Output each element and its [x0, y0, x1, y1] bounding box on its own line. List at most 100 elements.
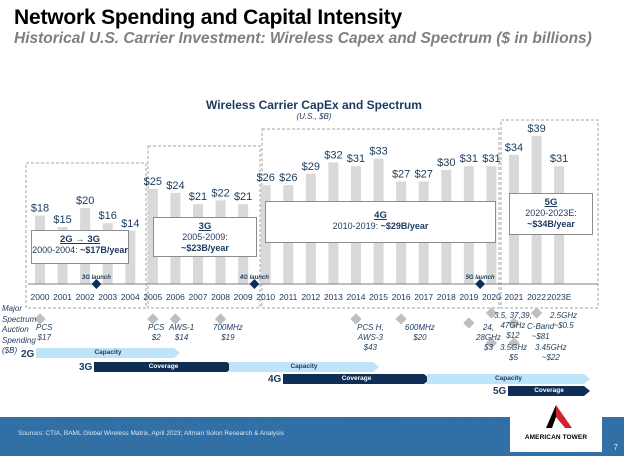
- auction-line: $12: [506, 331, 520, 340]
- year-tick-label: 2023E: [547, 292, 572, 302]
- era-period: 2005-2009:: [182, 232, 228, 242]
- era-box-2g-3g: 2G → 3G 2000-2004: ~$17B/year: [31, 230, 129, 264]
- auction-line: $2: [151, 333, 161, 342]
- auction-3-5-37-39-47ghz: 3.5, 37,39, 47GHz $12: [494, 311, 532, 341]
- bar-value-label: $27: [415, 168, 433, 180]
- auction-line: 47GHz: [500, 321, 526, 330]
- era-box-3g: 3G 2005-2009: ~$23B/year: [153, 217, 257, 257]
- year-tick-label: 2021: [505, 292, 524, 302]
- auction-aws-1: AWS-1 $14: [169, 323, 194, 343]
- page-title: Network Spending and Capital Intensity: [14, 6, 402, 29]
- auction-line: PCS: [36, 323, 53, 332]
- auction-3-5ghz: 3.5GHz $5: [500, 343, 527, 363]
- page-number: 7: [613, 443, 618, 452]
- side-label-line: Auction: [2, 325, 29, 334]
- year-tick-label: 2018: [437, 292, 456, 302]
- year-tick-label: 2016: [392, 292, 411, 302]
- auction-line: $3: [484, 343, 493, 352]
- bar-value-label: $15: [53, 214, 71, 226]
- bar-value-label: $16: [99, 210, 117, 222]
- auction-diamond-marker: [169, 313, 182, 325]
- auction-line: ~$22: [541, 353, 560, 362]
- launch-label: 4G launch: [239, 275, 269, 281]
- auction-c-band: C-Band ~$81: [527, 322, 554, 342]
- chart-subtitle: (U.S., $B): [296, 112, 332, 121]
- year-tick-label: 2003: [98, 292, 117, 302]
- era-average: ~$17B/year: [80, 245, 128, 255]
- auction-diamond-marker: [508, 317, 520, 329]
- auction-pcs-2005: PCS $2: [148, 323, 164, 343]
- bar-value-label: $33: [369, 146, 387, 158]
- year-tick-label: 2011: [279, 292, 298, 302]
- bar-value-label: $21: [234, 191, 252, 203]
- auction-2-5ghz: 2.5GHz ~$0.5: [550, 311, 577, 331]
- 2g-capacity-bar: Capacity: [36, 348, 180, 358]
- auction-line: AWS-1: [169, 323, 195, 332]
- auction-line: $17: [37, 333, 51, 342]
- era-frame: [25, 162, 147, 309]
- auction-pcs-2000: PCS $17: [36, 323, 52, 343]
- auction-600mhz: 600MHz $20: [405, 323, 435, 343]
- bar-value-label: $24: [166, 180, 184, 192]
- year-tick-label: 2020: [482, 292, 501, 302]
- auction-line: 24,: [482, 323, 495, 332]
- bar-value-label: $14: [121, 218, 139, 230]
- year-tick-label: 2015: [369, 292, 388, 302]
- auction-diamond-marker: [147, 313, 159, 325]
- chart-title: Wireless Carrier CapEx and Spectrum: [206, 98, 422, 112]
- year-tick-label: 2022: [527, 292, 546, 302]
- bar-value-label: $27: [392, 168, 410, 180]
- auction-diamond-marker: [530, 307, 543, 319]
- year-tick-label: 2012: [301, 292, 320, 302]
- bar-value-label: $21: [189, 191, 207, 203]
- side-label-line: Spectrum: [2, 314, 37, 324]
- page-subtitle: Historical U.S. Carrier Investment: Wire…: [14, 30, 592, 47]
- bar-value-label: $32: [324, 149, 342, 161]
- tower-logo-icon: [546, 405, 572, 428]
- bar-value-label: $29: [302, 161, 320, 173]
- gen-label-4g: 4G: [268, 374, 282, 385]
- year-tick-label: 2000: [31, 292, 50, 302]
- auction-diamond-marker: [463, 317, 475, 329]
- era-name: 5G: [544, 197, 558, 208]
- launch-diamond-marker: [475, 279, 486, 289]
- auction-diamond-marker: [485, 307, 498, 319]
- auction-diamond-marker: [395, 313, 407, 325]
- auction-line: AWS-3: [357, 333, 383, 342]
- auction-diamond-marker: [485, 337, 498, 349]
- era-period: 2000-2004:: [32, 245, 81, 255]
- era-period: 2020-2023E:: [525, 208, 577, 218]
- era-average: ~$29B/year: [380, 221, 429, 231]
- year-tick-label: 2017: [414, 292, 433, 302]
- 4g-coverage-bar: Coverage: [283, 374, 430, 384]
- gen-label-2g: 2G: [21, 349, 35, 360]
- era-average: ~$23B/year: [181, 243, 229, 253]
- auction-line: 28GHz: [476, 333, 501, 342]
- year-tick-label: 2004: [121, 292, 140, 302]
- sources-text: Sources: CTIA, BAML Global Wireless Matr…: [18, 430, 285, 437]
- auction-line: C-Band: [527, 322, 555, 331]
- logo-text: AMERICAN TOWER: [524, 434, 588, 441]
- year-tick-label: 2009: [234, 292, 253, 302]
- side-label-line: Major: [2, 304, 23, 313]
- year-tick-label: 2010: [256, 292, 275, 302]
- auction-line: 600MHz: [405, 323, 435, 332]
- era-box-5g: 5G 2020-2023E: ~$34B/year: [509, 193, 593, 235]
- capex-bar: [147, 189, 158, 284]
- year-tick-label: 2007: [189, 292, 208, 302]
- era-average: ~$34B/year: [527, 219, 575, 229]
- auction-line: 700MHz: [213, 323, 243, 332]
- auction-line: PCS H,: [357, 323, 384, 332]
- auction-24-28ghz: 24, 28GHz $3: [476, 323, 501, 353]
- era-period: 2010-2019:: [332, 221, 381, 231]
- auction-line: $43: [363, 343, 378, 352]
- auction-line: $20: [413, 333, 427, 342]
- capex-bar: [125, 230, 136, 284]
- 3g-coverage-bar: Coverage: [94, 362, 233, 372]
- 5g-coverage-bar: Coverage: [508, 386, 590, 396]
- year-tick-label: 2008: [211, 292, 230, 302]
- auction-diamond-marker: [350, 313, 362, 325]
- 3g-capacity-bar: Capacity: [229, 362, 379, 372]
- gen-label-5g: 5G: [493, 386, 507, 397]
- auction-line: $5: [509, 353, 519, 362]
